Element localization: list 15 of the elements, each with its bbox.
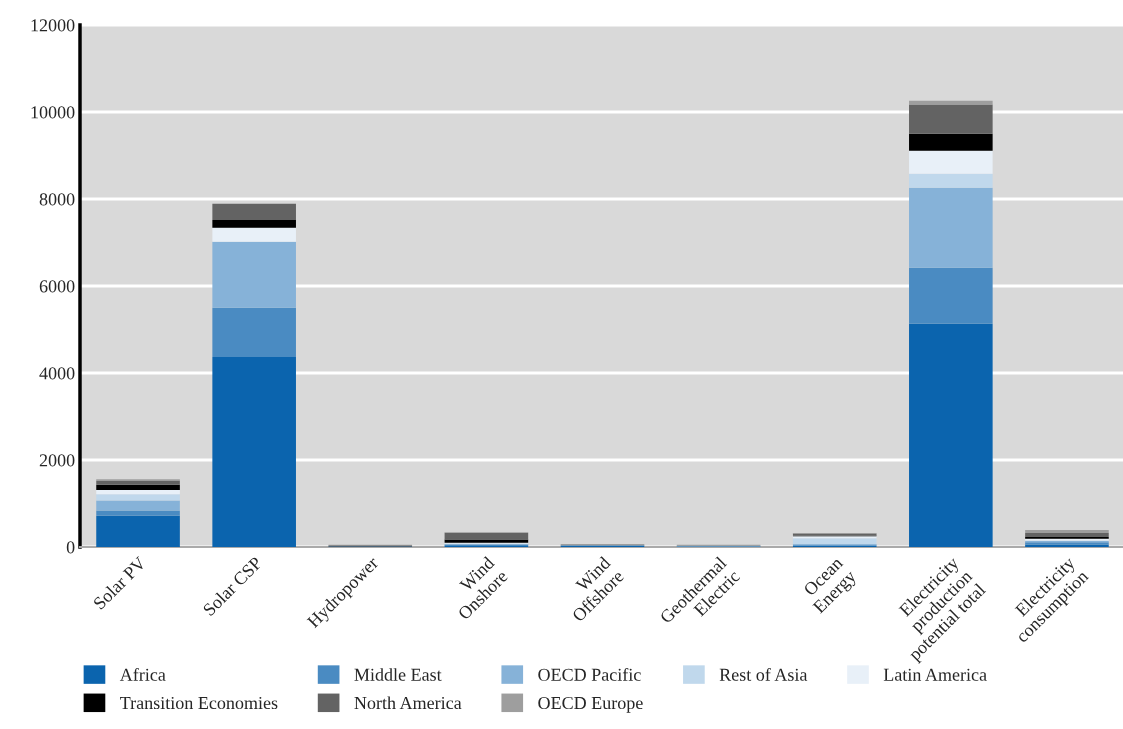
legend-label: OECD Europe [538, 696, 643, 713]
y-tick-label: 4000 [39, 367, 75, 380]
legend-label: Middle East [354, 668, 442, 681]
legend-label: OECD Pacific [538, 667, 641, 681]
legend-label: Rest of Asia [719, 667, 808, 681]
y-tick-label: 8000 [39, 193, 75, 206]
legend-label: North America [354, 696, 462, 710]
y-tick-label: 2000 [39, 454, 75, 467]
y-tick-label: 0 [66, 541, 75, 554]
legend-label: Africa [119, 667, 166, 681]
legend-label: Transition Economies [120, 696, 278, 710]
y-tick-label: 10000 [31, 106, 75, 119]
y-tick-label: 12000 [31, 19, 75, 32]
y-tick-label: 6000 [39, 280, 75, 293]
legend-label: Latin America [883, 668, 987, 681]
